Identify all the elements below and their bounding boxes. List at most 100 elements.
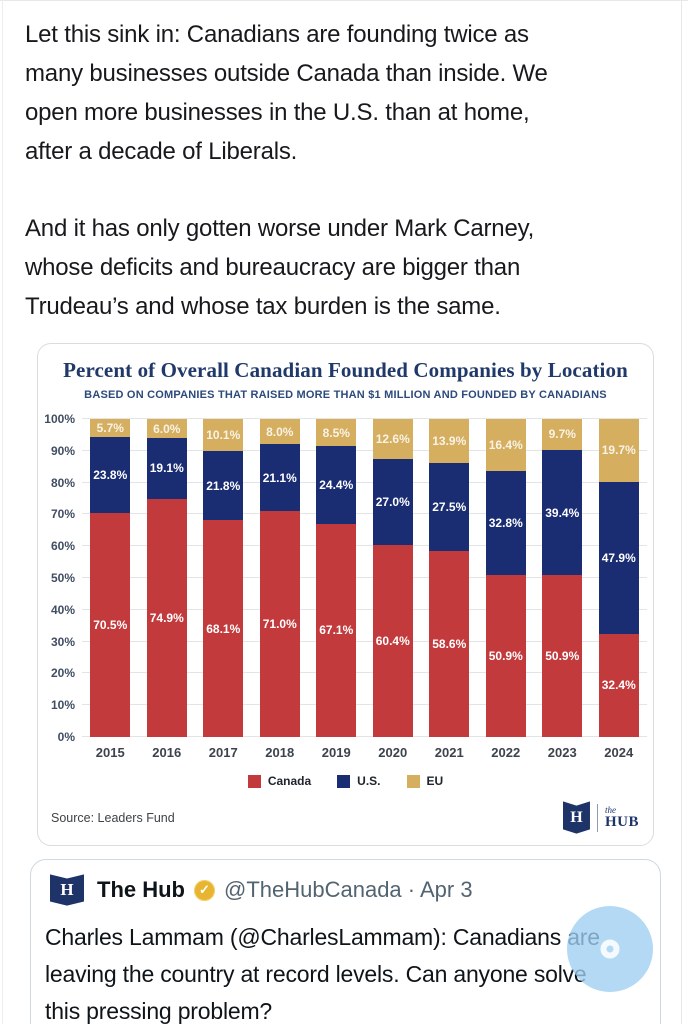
bar-segment-us: 47.9% <box>598 481 639 634</box>
bar-segment-canada: 70.5% <box>90 512 131 737</box>
bar-value-label: 8.5% <box>322 425 350 440</box>
touch-ring-icon <box>600 939 620 959</box>
bar-segment-us: 19.1% <box>146 438 187 499</box>
bar-value-label: 70.5% <box>93 617 128 632</box>
bar-segment-eu: 13.9% <box>429 419 470 464</box>
bar-slot-2015: 70.5% 23.8% 5.7% <box>82 419 139 737</box>
stacked-bar-2022: 50.9% 32.8% 16.4% <box>485 419 526 737</box>
hub-book-icon: H <box>562 801 590 834</box>
y-axis: 0% 10% 20% 30% 40% 50% 60% 70% 80% 90% 100% <box>38 412 82 744</box>
top-divider <box>0 0 688 1</box>
bar-segment-canada: 60.4% <box>372 544 413 737</box>
bar-segment-canada: 50.9% <box>485 575 526 737</box>
stacked-bar-2018: 71.0% 21.1% 8.0% <box>259 419 300 737</box>
gridline-40 <box>82 608 647 610</box>
x-tick-label: 2024 <box>604 745 634 760</box>
bar-segment-canada: 71.0% <box>259 511 300 737</box>
avatar[interactable]: H <box>50 874 84 906</box>
x-tick-label: 2015 <box>95 745 125 760</box>
quoted-tweet-card[interactable]: H The Hub ✓ @TheHubCanada · Apr 3 Charle… <box>30 859 661 1024</box>
bar-segment-eu: 8.5% <box>316 419 357 447</box>
bar-segment-canada: 58.6% <box>429 550 470 737</box>
chart-image-card: Percent of Overall Canadian Founded Comp… <box>37 343 654 846</box>
bar-value-label: 8.0% <box>266 424 294 439</box>
bar-segment-eu: 5.7% <box>90 419 131 438</box>
bar-segment-eu: 8.0% <box>259 419 300 445</box>
x-tick-label: 2022 <box>491 745 521 760</box>
bar-segment-us: 23.8% <box>90 437 131 513</box>
legend-swatch-icon <box>406 774 420 788</box>
bar-value-label: 10.1% <box>206 428 241 443</box>
y-tick-label: 50% <box>50 571 75 585</box>
x-axis: 2015 2016 2017 2018 2019 2020 2021 2022 2023 2024 <box>38 745 653 760</box>
bar-value-label: 27.5% <box>432 499 467 514</box>
bar-segment-eu: 9.7% <box>542 419 583 450</box>
bar-slot-2017: 68.1% 21.8% 10.1% <box>195 419 252 737</box>
chart-footer: Source: Leaders Fund H the HUB <box>38 788 653 835</box>
bar-value-label: 9.7% <box>548 427 576 442</box>
y-tick-label: 90% <box>50 443 75 458</box>
stacked-bar-2023: 50.9% 39.4% 9.7% <box>542 419 583 737</box>
stacked-bar-2024: 32.4% 47.9% 19.7% <box>598 419 639 737</box>
column-border-left <box>2 0 3 1024</box>
hub-logo: H the HUB <box>562 800 639 835</box>
legend-swatch-icon <box>247 774 261 788</box>
plot-wrap: 0% 10% 20% 30% 40% 50% 60% 70% 80% 90% 100% 70.5% 2… <box>38 412 647 744</box>
x-tick-label: 2023 <box>547 745 577 760</box>
bar-segment-canada: 50.9% <box>542 575 583 737</box>
bars: 70.5% 23.8% 5.7% 74.9% 19.1% 6.0% 68.1% 21.8% 10… <box>82 419 647 737</box>
y-tick-label: 10% <box>50 698 75 713</box>
bar-value-label: 23.8% <box>93 467 128 482</box>
legend-label: EU <box>426 774 444 788</box>
bar-slot-2019: 67.1% 24.4% 8.5% <box>308 419 365 737</box>
bar-segment-us: 32.8% <box>485 471 526 576</box>
gridline-10 <box>82 704 647 706</box>
bar-slot-2016: 74.9% 19.1% 6.0% <box>139 419 196 737</box>
bar-value-label: 19.1% <box>149 461 184 476</box>
bar-segment-eu: 6.0% <box>146 419 187 439</box>
bar-value-label: 13.9% <box>432 434 467 449</box>
legend-item-eu: EU <box>406 774 444 788</box>
hub-wordmark-the: the <box>604 804 616 815</box>
y-tick-label: 70% <box>50 507 75 522</box>
gridline-70 <box>82 513 647 515</box>
stacked-bar-2021: 58.6% 27.5% 13.9% <box>429 419 470 737</box>
chart-title: Percent of Overall Canadian Founded Comp… <box>63 358 628 382</box>
verified-badge-icon: ✓ <box>194 879 215 901</box>
bar-value-label: 74.9% <box>149 610 184 625</box>
x-tick-label: 2020 <box>378 745 408 760</box>
quoted-tweet-text: Charles Lammam (@CharlesLammam): Canadia… <box>45 924 600 1024</box>
gridline-20 <box>82 672 647 674</box>
x-tick-label: 2018 <box>265 745 295 760</box>
bar-segment-us: 21.1% <box>259 444 300 512</box>
legend-item-us: U.S. <box>337 774 381 788</box>
stacked-bar-2015: 70.5% 23.8% 5.7% <box>90 419 131 737</box>
y-tick-label: 60% <box>50 539 75 554</box>
x-tick-label: 2019 <box>321 745 351 760</box>
bar-segment-us: 21.8% <box>203 451 244 521</box>
bar-value-label: 60.4% <box>375 633 410 648</box>
post-text: Let this sink in: Canadians are founding… <box>0 0 688 326</box>
bar-segment-eu: 16.4% <box>485 419 526 472</box>
hub-wordmark-hub: HUB <box>604 813 639 830</box>
stacked-bar-2016: 74.9% 19.1% 6.0% <box>146 419 187 737</box>
x-labels: 2015 2016 2017 2018 2019 2020 2021 2022 2023 2024 <box>82 745 647 760</box>
bar-value-label: 58.6% <box>432 636 467 651</box>
x-tick-label: 2016 <box>152 745 182 760</box>
bar-segment-us: 27.0% <box>372 459 413 545</box>
bar-value-label: 24.4% <box>319 477 354 492</box>
bar-segment-us: 27.5% <box>429 463 470 551</box>
y-tick-label: 100% <box>44 412 75 426</box>
post-paragraph-2: And it has only gotten worse under Mark … <box>25 215 535 320</box>
stacked-bar-2017: 68.1% 21.8% 10.1% <box>203 419 244 737</box>
quoted-account-name: The Hub <box>97 877 185 902</box>
chart-legend: Canada U.S. EU <box>38 774 653 788</box>
bar-value-label: 47.9% <box>601 550 636 565</box>
bar-segment-eu: 19.7% <box>598 419 639 482</box>
bar-value-label: 5.7% <box>96 421 124 436</box>
bar-slot-2023: 50.9% 39.4% 9.7% <box>534 419 591 737</box>
bar-segment-canada: 32.4% <box>598 633 639 737</box>
bar-slot-2021: 58.6% 27.5% 13.9% <box>421 419 478 737</box>
quoted-account-handle-date: @TheHubCanada · Apr 3 <box>224 877 473 902</box>
bar-value-label: 50.9% <box>545 649 580 664</box>
